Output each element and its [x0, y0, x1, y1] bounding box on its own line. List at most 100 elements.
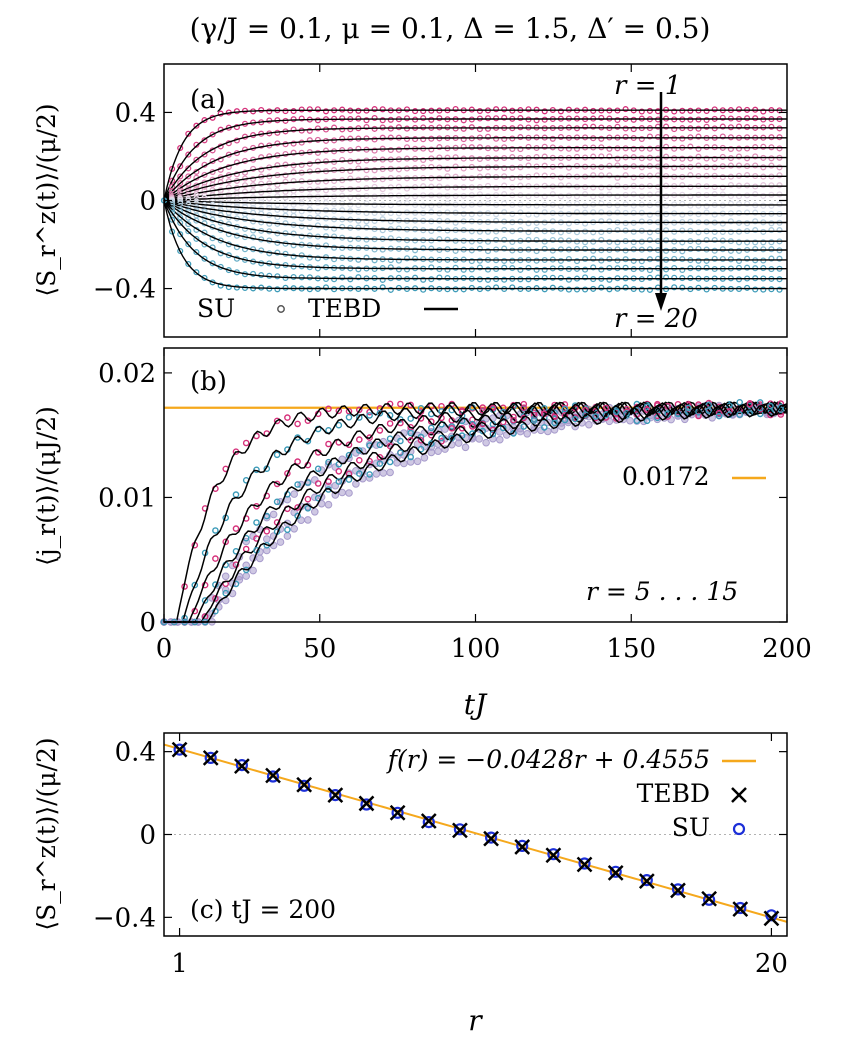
panel-a-tebd-line-r19 — [163, 200, 787, 280]
panel-a-su-point — [573, 200, 581, 207]
panel-b-su-point — [482, 438, 490, 447]
panel-b-su-point — [311, 476, 319, 484]
panel-a-su-point — [671, 284, 678, 291]
panel-a-su-point — [695, 257, 702, 264]
panel-b-su-point — [551, 409, 558, 417]
panel-c-tebd-stroke — [545, 847, 562, 864]
panel-b-su-point — [249, 566, 257, 575]
panel-b-su-point — [427, 424, 435, 432]
panel-a-su-point — [565, 276, 572, 283]
panel-a-su-point — [533, 202, 540, 209]
panel-c-tebd-stroke — [483, 830, 499, 847]
panel-a-ylabel: ⟨S_r^z(t)⟩/(μ/2) — [32, 103, 61, 296]
panel-c-su-point — [204, 751, 217, 765]
panel-c-tebd-stroke — [514, 839, 531, 855]
panel-b-su-point — [386, 468, 394, 477]
panel-a-su-point — [185, 241, 192, 248]
panel-a-su-point — [314, 167, 321, 174]
panel-a-su-point — [622, 172, 629, 179]
panel-b-su-point — [407, 401, 415, 409]
panel-a-su-point — [193, 249, 200, 256]
panel-a-su-point — [638, 218, 645, 225]
panel-a-su-point — [768, 246, 775, 253]
panel-a-su-point — [420, 115, 427, 122]
panel-a-su-point — [403, 185, 411, 192]
panel-a-tebd-line-r9 — [163, 185, 787, 202]
panel-a-su-point — [679, 266, 686, 274]
panel-a-su-point — [541, 266, 548, 273]
panel-a-su-point — [663, 153, 670, 160]
panel-a-su-point — [444, 236, 451, 243]
panel-b-su-point — [413, 457, 422, 466]
panel-a-su-point — [403, 255, 411, 262]
panel-a-su-point — [509, 164, 516, 171]
panel-a-su-point — [776, 182, 783, 189]
panel-b-su-point — [510, 416, 517, 424]
panel-a-su-point — [177, 163, 184, 170]
panel-a-su-point — [525, 193, 532, 200]
panel-a-su-point — [573, 153, 581, 160]
panel-a-su-point — [331, 233, 338, 240]
panel-a-su-point — [460, 165, 467, 172]
panel-a-su-point — [501, 226, 508, 233]
panel-b-su-point — [376, 409, 384, 417]
panel-a-su-point — [241, 169, 249, 176]
panel-a-series-r18 — [160, 197, 787, 274]
panel-a-su-point — [711, 164, 718, 171]
panel-a-su-point — [768, 123, 775, 130]
panel-b-su-point — [314, 465, 322, 473]
panel-a-su-point — [452, 247, 459, 254]
panel-a-su-point — [573, 209, 581, 216]
panel-a-su-point — [687, 193, 694, 200]
panel-a-su-point — [582, 220, 589, 227]
panel-a-su-point — [549, 274, 556, 281]
panel-a-su-point — [476, 144, 483, 151]
panel-a-su-point — [355, 224, 362, 231]
panel-b-su-point — [355, 456, 363, 464]
panel-a-su-point — [363, 224, 370, 231]
panel-a-su-point — [428, 202, 435, 209]
panel-a-su-point — [476, 126, 483, 133]
panel-b-su-point — [767, 402, 774, 410]
panel-c-tebd-point — [483, 830, 499, 847]
panel-a-tebd-line-r13 — [163, 199, 787, 224]
panel-a-su-point — [533, 117, 540, 124]
panel-a-su-point — [395, 124, 402, 131]
panel-c-su-point — [173, 743, 186, 756]
panel-b-series-15 — [160, 402, 788, 626]
panel-a-su-point — [371, 257, 378, 264]
panel-a-su-point — [703, 257, 710, 264]
panel-a-su-point — [403, 106, 411, 113]
panel-b-series-layer — [160, 398, 788, 626]
panel-a-su-point — [274, 286, 281, 293]
panel-b-su-point — [345, 476, 353, 483]
panel-a-series-r20 — [160, 197, 787, 293]
panel-b-su-point — [434, 447, 442, 456]
panel-a-su-point — [614, 155, 621, 162]
panel-a-su-point — [638, 258, 645, 265]
panel-a-su-point — [614, 193, 621, 200]
panel-b-su-point — [345, 441, 353, 449]
panel-a-su-point — [541, 193, 548, 200]
panel-a-su-point — [541, 245, 548, 252]
panel-a-su-point — [638, 108, 645, 115]
panel-a-su-point — [557, 193, 564, 200]
panel-a-su-point — [314, 117, 321, 124]
panel-b-su-point — [212, 555, 219, 562]
panel-a-su-point — [274, 214, 281, 221]
panel-a-su-point — [282, 212, 289, 219]
panel-b-xtick-label: 200 — [762, 634, 812, 664]
panel-a-su-point — [727, 200, 734, 207]
panel-c-tebd-stroke — [576, 856, 593, 873]
panel-a-su-point — [306, 224, 313, 231]
panel-a-su-point — [314, 222, 321, 229]
panel-c-tebd-point — [670, 882, 686, 899]
panel-a-annotation-r20: r = 20 — [614, 304, 698, 334]
panel-b-su-point — [352, 480, 360, 488]
panel-b-su-point — [479, 427, 487, 435]
panel-c-su-point — [235, 758, 248, 772]
panel-a-su-point — [671, 108, 678, 115]
panel-a-su-point — [776, 164, 783, 171]
panel-b-su-point — [242, 439, 250, 447]
panel-b-su-point — [304, 516, 312, 524]
